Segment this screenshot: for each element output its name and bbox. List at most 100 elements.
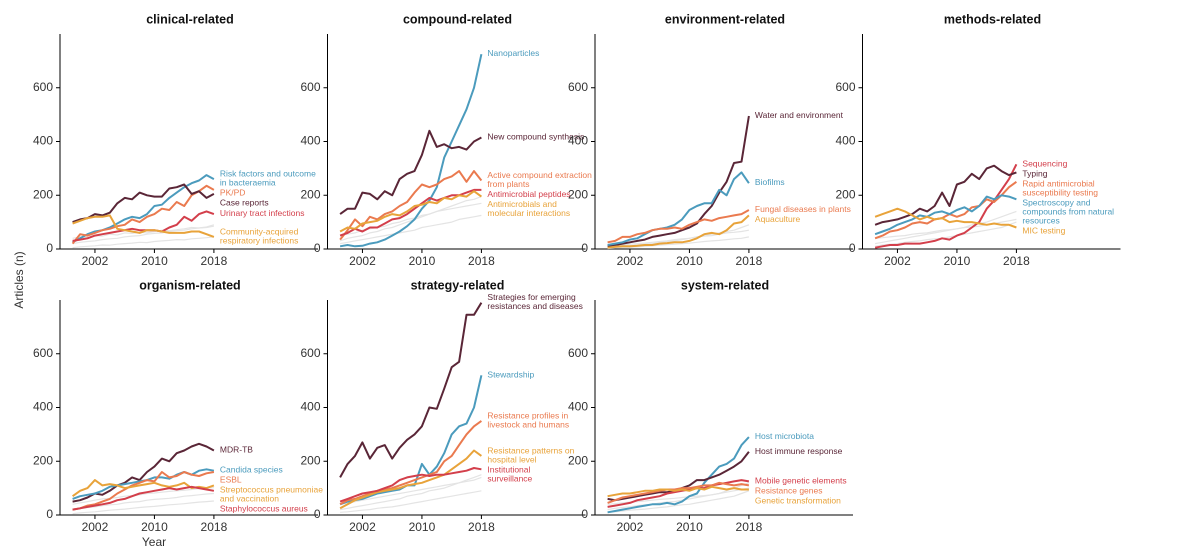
series-line: [72, 210, 215, 242]
x-tick-label: 2018: [201, 520, 228, 534]
x-tick-label: 2010: [141, 254, 168, 268]
series-label: Case reports: [220, 198, 269, 208]
y-tick-label: 400: [568, 134, 588, 148]
series-line: [607, 115, 750, 248]
series-label: Genetic transformation: [755, 496, 841, 506]
series-line: [72, 485, 215, 511]
series-label: Host microbiota: [755, 431, 814, 441]
y-tick-label: 0: [314, 507, 321, 521]
y-tick-label: 0: [849, 241, 856, 255]
panel-title: system-related: [681, 278, 769, 292]
series-line: [607, 214, 750, 249]
series-label: Rapid antimicrobial susceptibility testin…: [1022, 179, 1098, 198]
series-label: Resistance profiles in livestock and huma…: [487, 411, 569, 430]
y-tick-label: 0: [46, 241, 53, 255]
series-label: Community-acquired respiratory infections: [220, 227, 299, 246]
series-label: Resistance genes: [755, 486, 823, 496]
series-line: [71, 184, 215, 245]
series-label: PK/PD: [220, 188, 246, 198]
background-line: [874, 210, 1017, 245]
panel-title: methods-related: [944, 12, 1041, 26]
x-tick-label: 2018: [201, 254, 228, 268]
x-tick-label: 2002: [349, 254, 376, 268]
y-tick-label: 600: [300, 80, 320, 94]
y-tick-label: 200: [568, 453, 588, 467]
background-line: [72, 492, 214, 511]
series-label: Risk factors and outcome in bacteraemia: [220, 169, 316, 188]
series-label: Sequencing: [1022, 159, 1067, 169]
series-line: [607, 485, 749, 498]
series-label: New compound synthesis: [487, 132, 584, 142]
x-tick-label: 2018: [468, 520, 495, 534]
y-tick-label: 600: [835, 80, 855, 94]
background-line: [607, 490, 750, 513]
series-label: Strategies for emerging resistances and d…: [487, 292, 582, 311]
series-line: [339, 190, 482, 233]
y-tick-label: 600: [33, 80, 53, 94]
series-label: MDR-TB: [220, 445, 253, 455]
series-label: Candida species: [220, 465, 283, 475]
series-line: [339, 302, 483, 478]
series-label: Resistance patterns on hospital level: [487, 446, 574, 465]
series-line: [874, 163, 1018, 249]
series-label: Stewardship: [487, 370, 534, 380]
x-tick-label: 2002: [617, 254, 644, 268]
y-tick-label: 0: [46, 507, 53, 521]
y-tick-label: 200: [33, 453, 53, 467]
series-line: [339, 420, 482, 506]
x-tick-label: 2010: [944, 254, 971, 268]
background-line: [607, 482, 750, 511]
series-line: [339, 467, 482, 503]
y-tick-label: 400: [33, 400, 53, 414]
series-label: Antimicrobials and molecular interactions: [487, 199, 570, 218]
y-tick-label: 200: [568, 187, 588, 201]
y-tick-label: 200: [300, 187, 320, 201]
series-label: Biofilms: [755, 177, 785, 187]
panel-title: compound-related: [403, 12, 512, 26]
y-tick-label: 0: [581, 507, 588, 521]
series-line: [874, 164, 1017, 226]
series-label: Nanoparticles: [487, 48, 539, 58]
y-tick-label: 400: [835, 134, 855, 148]
panel-title: organism-related: [139, 278, 240, 292]
series-label: Institutional surveillance: [487, 465, 532, 484]
series-line: [72, 174, 215, 244]
y-tick-label: 0: [581, 241, 588, 255]
series-line: [72, 214, 215, 238]
series-label: Aquaculture: [755, 214, 801, 224]
x-tick-label: 2002: [82, 254, 109, 268]
x-tick-label: 2002: [349, 520, 376, 534]
panel-title: strategy-related: [411, 278, 505, 292]
x-tick-label: 2010: [141, 520, 168, 534]
y-axis-label: Articles (n): [12, 251, 26, 308]
series-line: [339, 129, 482, 215]
series-line: [607, 171, 750, 246]
y-tick-label: 400: [300, 134, 320, 148]
x-tick-label: 2002: [82, 520, 109, 534]
y-tick-label: 400: [568, 400, 588, 414]
y-tick-label: 0: [314, 241, 321, 255]
series-label: Fungal diseases in plants: [755, 204, 851, 214]
x-axis-label: Year: [142, 535, 166, 549]
series-line: [607, 209, 750, 244]
x-tick-label: 2018: [736, 254, 763, 268]
series-line: [874, 194, 1017, 236]
x-tick-label: 2010: [676, 254, 703, 268]
series-line: [339, 170, 483, 241]
background-line: [72, 225, 215, 245]
x-tick-label: 2010: [676, 520, 703, 534]
series-label: Mobile genetic elements: [755, 476, 847, 486]
x-tick-label: 2018: [468, 254, 495, 268]
series-label: Staphylococcus aureus: [220, 504, 308, 514]
series-label: Antimicrobial peptides: [487, 189, 570, 199]
background-line: [607, 236, 750, 250]
background-line: [339, 214, 482, 245]
series-label: Water and environment: [755, 110, 844, 120]
y-tick-label: 400: [300, 400, 320, 414]
background-line: [874, 221, 1017, 247]
series-line: [339, 449, 482, 510]
x-tick-label: 2018: [1003, 254, 1030, 268]
y-tick-label: 200: [835, 187, 855, 201]
background-line: [72, 236, 214, 249]
